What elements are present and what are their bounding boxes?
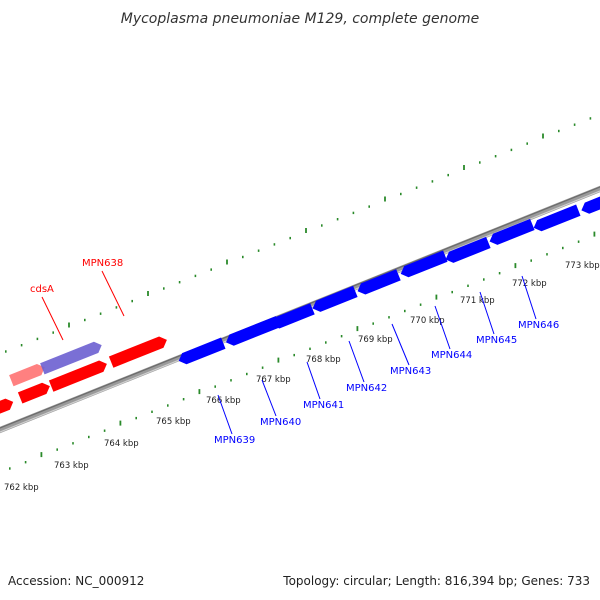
- gene-track: [0, 196, 600, 414]
- map-title: Mycoplasma pneumoniae M129, complete gen…: [121, 11, 480, 27]
- gene-label: cdsA: [30, 284, 54, 295]
- gene-arrow: [357, 269, 401, 295]
- gene-arrow: [581, 196, 600, 214]
- position-label: 767 kbp: [256, 375, 291, 385]
- position-label: 771 kbp: [460, 296, 495, 306]
- label-leader: [306, 361, 321, 400]
- outer-tick-ring: [5, 117, 592, 353]
- label-leader: [41, 296, 64, 341]
- accession-label: Accession: NC_000912: [8, 574, 144, 588]
- gene-label: MPN638: [82, 258, 123, 269]
- gene-label: MPN645: [476, 335, 517, 346]
- genome-summary: Topology: circular; Length: 816,394 bp; …: [282, 574, 590, 588]
- gene-arrow: [533, 204, 581, 232]
- position-labels: 762 kbp 763 kbp 764 kbp 765 kbp 766 kbp 767 k…: [4, 261, 600, 493]
- gene-arrow: [17, 382, 50, 404]
- label-leader: [391, 323, 410, 366]
- cdsa-arrow: [40, 341, 102, 375]
- gene-arrow: [445, 236, 491, 263]
- inner-tick-ring: [9, 231, 596, 470]
- label-leader: [479, 291, 495, 335]
- label-leader: [521, 275, 537, 320]
- gene-label: MPN641: [303, 400, 344, 411]
- label-leader: [101, 270, 125, 317]
- gene-label: MPN639: [214, 435, 255, 446]
- label-leader: [434, 305, 451, 350]
- position-label: 766 kbp: [206, 396, 241, 406]
- label-leader: [348, 340, 365, 383]
- position-label: 770 kbp: [410, 316, 445, 326]
- position-label: 763 kbp: [54, 461, 89, 471]
- gene-label: MPN642: [346, 383, 387, 394]
- gene-arrow: [400, 250, 448, 278]
- gene-arrow: [312, 285, 358, 312]
- gene-label: MPN643: [390, 366, 431, 377]
- gene-label: MPN644: [431, 350, 472, 361]
- cdsa-arrow: [9, 364, 45, 387]
- gene-label: MPN640: [260, 417, 301, 428]
- position-label: 768 kbp: [306, 355, 341, 365]
- position-label: 762 kbp: [4, 483, 39, 493]
- gene-labels: cdsA MPN638 MPN639 MPN640MPN641MPN642MPN643…: [30, 258, 559, 446]
- gene-arrow: [489, 218, 535, 245]
- gene-arrow: [48, 360, 107, 392]
- gene-arrow: [271, 303, 315, 329]
- position-label: 765 kbp: [156, 417, 191, 427]
- position-label: 773 kbp: [565, 261, 600, 271]
- gene-arrow: [0, 398, 14, 414]
- position-label: 764 kbp: [104, 439, 139, 449]
- gene-arrow: [226, 316, 281, 346]
- label-leader: [261, 379, 277, 417]
- gene-arrow: [178, 337, 226, 365]
- gene-label: MPN646: [518, 320, 559, 331]
- gene-arrow: [108, 336, 167, 368]
- position-label: 769 kbp: [358, 335, 393, 345]
- label-leader: [217, 394, 233, 435]
- position-label: 772 kbp: [512, 279, 547, 289]
